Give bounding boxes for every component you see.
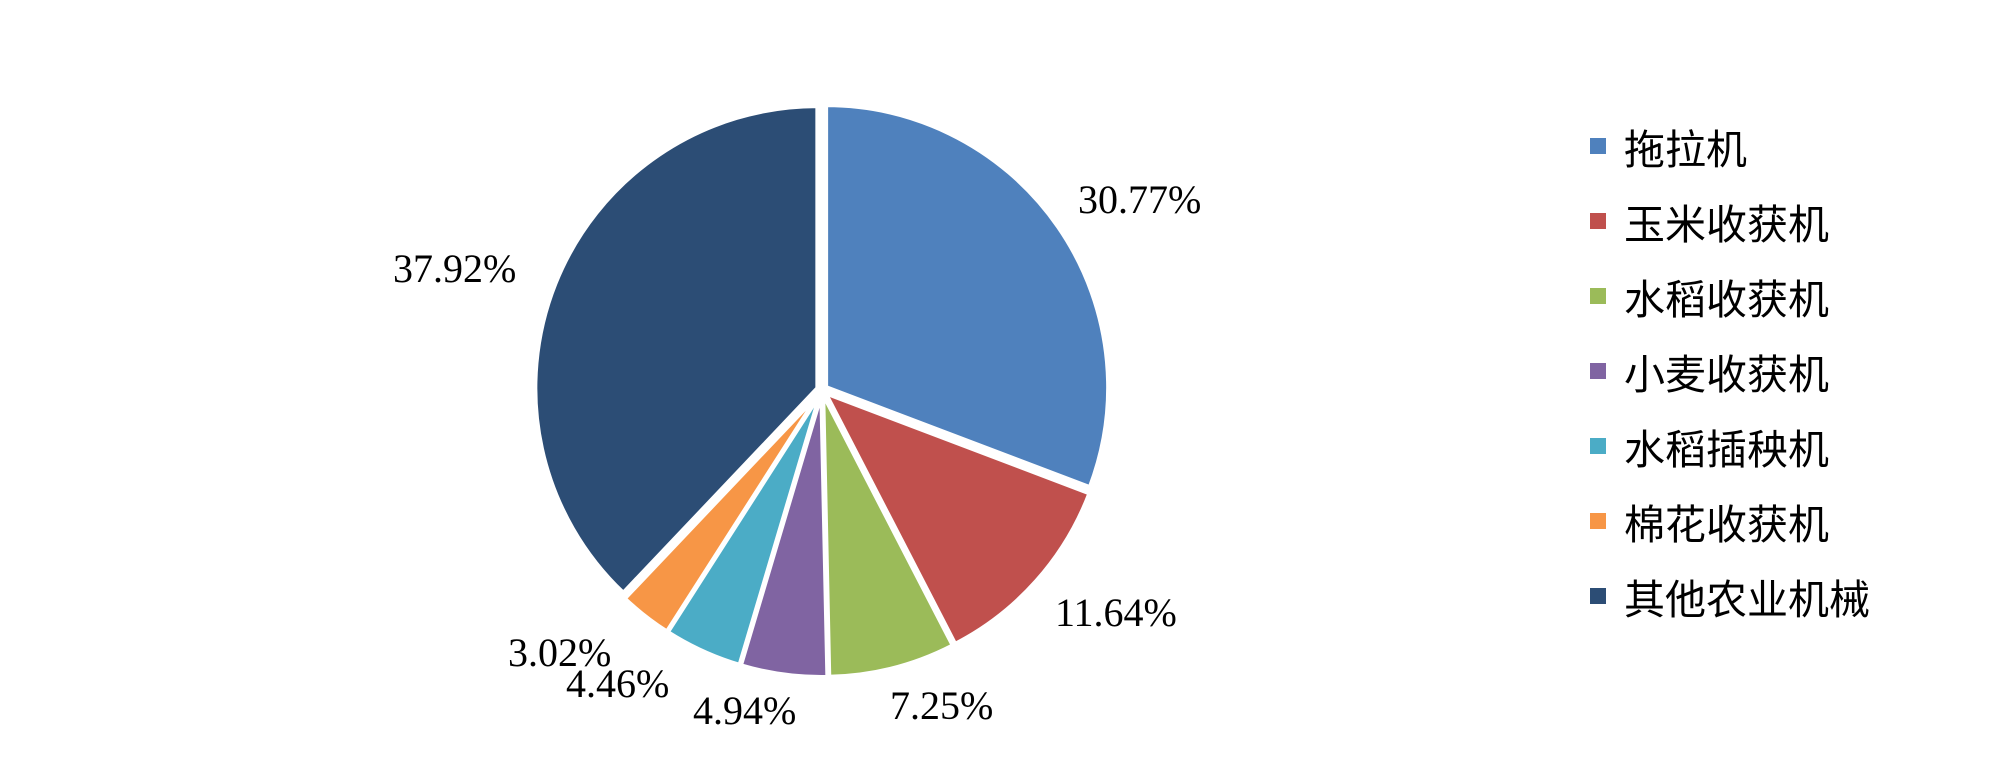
pie-slices [533,103,1111,679]
legend-swatch [1590,212,1606,229]
pie-slice-5 [622,391,821,634]
legend-label: 小麦收获机 [1624,350,1829,399]
pie-slice-0 [824,103,1111,490]
legend-label: 水稻插秧机 [1624,425,1829,474]
legend-swatch [1590,512,1606,529]
data-labels: 30.77% 11.64% 7.25% 4.94% 4.46% 3.02% 37… [393,177,1201,733]
data-label-3: 4.94% [693,688,796,733]
data-label-2: 7.25% [890,683,993,728]
legend-item-wheat-harvester: 小麦收获机 [1590,333,1870,408]
legend-swatch [1590,437,1606,454]
legend-label: 拖拉机 [1624,125,1747,174]
legend-swatch [1590,137,1606,154]
pie-slice-1 [823,391,1092,646]
legend-item-other-machinery: 其他农业机械 [1590,558,1870,633]
legend-label: 其他农业机械 [1624,575,1870,624]
legend: 拖拉机 玉米收获机 水稻收获机 小麦收获机 水稻插秧机 棉花收获机 其他农业机械 [1590,108,1870,633]
legend-label: 水稻收获机 [1624,275,1829,324]
data-label-4: 4.46% [566,661,669,706]
legend-swatch [1590,587,1606,604]
legend-item-cotton-harvester: 棉花收获机 [1590,483,1870,558]
legend-label: 棉花收获机 [1624,500,1829,549]
legend-swatch [1590,362,1606,379]
legend-item-corn-harvester: 玉米收获机 [1590,183,1870,258]
legend-label: 玉米收获机 [1624,200,1829,249]
data-label-0: 30.77% [1078,177,1201,222]
data-label-6: 37.92% [393,246,516,291]
legend-item-rice-transplanter: 水稻插秧机 [1590,408,1870,483]
legend-item-rice-harvester: 水稻收获机 [1590,258,1870,333]
legend-swatch [1590,287,1606,304]
data-label-1: 11.64% [1055,590,1177,635]
data-label-5: 3.02% [508,630,611,675]
pie-slice-6 [533,104,820,595]
legend-item-tractor: 拖拉机 [1590,108,1870,183]
pie-slice-2 [821,392,955,679]
